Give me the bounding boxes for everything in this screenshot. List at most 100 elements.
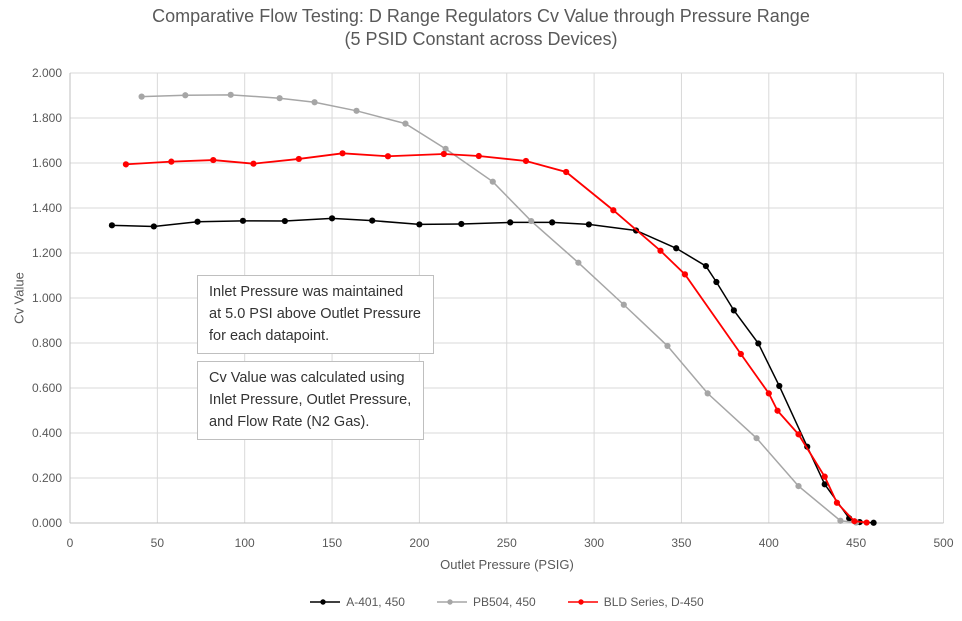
legend-swatch-marker xyxy=(447,599,453,605)
x-tick-label: 200 xyxy=(409,536,430,550)
data-point-marker xyxy=(863,519,870,526)
data-point-marker xyxy=(657,247,664,254)
y-tick-label: 1.400 xyxy=(31,201,62,215)
legend-swatch-pb504 xyxy=(436,599,467,605)
data-point-marker xyxy=(765,390,772,397)
data-point-marker xyxy=(442,145,449,152)
legend-item-pb504: PB504, 450 xyxy=(436,595,536,609)
data-point-marker xyxy=(522,157,530,165)
data-point-marker xyxy=(150,223,157,230)
data-point-marker xyxy=(182,92,189,99)
data-point-marker xyxy=(821,473,828,480)
x-tick-label: 0 xyxy=(66,536,74,550)
annotation-cv-calculation: Cv Value was calculated using Inlet Pres… xyxy=(197,361,425,440)
data-point-marker xyxy=(702,262,710,270)
y-tick-label: 0.400 xyxy=(31,426,62,440)
legend-swatch-marker xyxy=(320,599,326,605)
chart-title: Comparative Flow Testing: D Range Regula… xyxy=(152,6,810,26)
data-point-marker xyxy=(837,517,844,524)
series-pb504-450 xyxy=(138,91,860,526)
data-point-marker xyxy=(250,160,257,167)
data-point-marker xyxy=(276,95,283,102)
data-point-marker xyxy=(328,215,336,222)
data-point-marker xyxy=(311,99,318,106)
data-point-marker xyxy=(475,152,482,160)
data-point-marker xyxy=(833,499,841,506)
legend-swatch-a401 xyxy=(310,599,341,605)
x-tick-label: 150 xyxy=(322,536,343,550)
data-point-marker xyxy=(402,120,409,127)
legend: A-401, 450 PB504, 450 BLD Series, D-450 xyxy=(70,595,944,609)
legend-swatch-marker xyxy=(577,599,584,605)
chart-subtitle: (5 PSID Constant across Devices) xyxy=(344,29,618,49)
data-point-marker xyxy=(168,158,175,165)
data-point-marker xyxy=(563,168,570,176)
data-point-marker xyxy=(851,518,858,525)
legend-swatch-bld xyxy=(567,599,598,605)
legend-label-bld: BLD Series, D-450 xyxy=(603,595,704,609)
data-point-marker xyxy=(776,382,783,390)
data-point-marker xyxy=(753,435,760,442)
data-point-marker xyxy=(138,93,145,100)
data-point-marker xyxy=(295,155,302,163)
x-tick-label: 50 xyxy=(150,536,165,550)
data-point-marker xyxy=(737,350,744,358)
data-point-marker xyxy=(227,91,234,98)
data-point-marker xyxy=(384,153,392,160)
data-point-marker xyxy=(585,221,592,228)
data-point-marker xyxy=(610,207,617,214)
legend-item-a401: A-401, 450 xyxy=(310,595,405,609)
data-point-marker xyxy=(194,218,201,225)
data-point-marker xyxy=(108,222,116,229)
annotation-inlet-pressure: Inlet Pressure was maintained at 5.0 PSI… xyxy=(197,275,434,354)
data-point-marker xyxy=(713,278,720,286)
y-tick-label: 1.600 xyxy=(31,156,62,170)
series-line xyxy=(141,94,857,524)
data-point-marker xyxy=(528,217,535,225)
y-axis-title: Cv Value xyxy=(11,272,27,324)
data-point-marker xyxy=(681,271,689,278)
x-tick-label: 500 xyxy=(933,536,954,550)
data-point-marker xyxy=(122,161,130,168)
data-point-marker xyxy=(369,217,376,224)
legend-label-pb504: PB504, 450 xyxy=(472,595,536,609)
data-point-marker xyxy=(795,483,802,490)
data-point-marker xyxy=(870,519,877,526)
legend-item-bld: BLD Series, D-450 xyxy=(567,595,704,609)
data-point-marker xyxy=(440,150,447,158)
x-tick-label: 400 xyxy=(758,536,779,550)
y-tick-label: 2.000 xyxy=(31,66,62,80)
data-point-marker xyxy=(489,178,496,185)
x-tick-label: 450 xyxy=(846,536,867,550)
data-point-marker xyxy=(575,259,582,266)
data-point-marker xyxy=(210,156,217,164)
data-point-marker xyxy=(755,340,762,347)
y-tick-label: 0.000 xyxy=(31,516,62,530)
y-tick-label: 1.200 xyxy=(31,246,62,260)
data-point-marker xyxy=(730,307,737,314)
data-point-marker xyxy=(458,220,465,228)
y-tick-label: 0.800 xyxy=(31,336,62,350)
series-bld-series-d-450 xyxy=(122,150,870,526)
data-point-marker xyxy=(239,217,247,224)
data-point-marker xyxy=(339,150,346,157)
data-point-marker xyxy=(620,301,627,308)
x-axis-title: Outlet Pressure (PSIG) xyxy=(440,557,574,572)
x-tick-label: 350 xyxy=(671,536,692,550)
y-tick-label: 1.000 xyxy=(31,291,62,305)
data-point-marker xyxy=(416,221,423,228)
x-tick-label: 300 xyxy=(584,536,605,550)
y-tick-label: 0.600 xyxy=(31,381,62,395)
data-point-marker xyxy=(281,217,288,225)
legend-label-a401: A-401, 450 xyxy=(346,595,405,609)
data-point-marker xyxy=(673,245,680,252)
y-tick-label: 1.800 xyxy=(31,111,62,125)
data-point-marker xyxy=(704,390,711,397)
data-point-marker xyxy=(664,342,671,350)
series-line xyxy=(125,152,867,524)
data-point-marker xyxy=(507,219,514,226)
y-tick-label: 0.200 xyxy=(31,471,62,485)
data-point-marker xyxy=(795,431,802,438)
data-point-marker xyxy=(774,407,781,414)
